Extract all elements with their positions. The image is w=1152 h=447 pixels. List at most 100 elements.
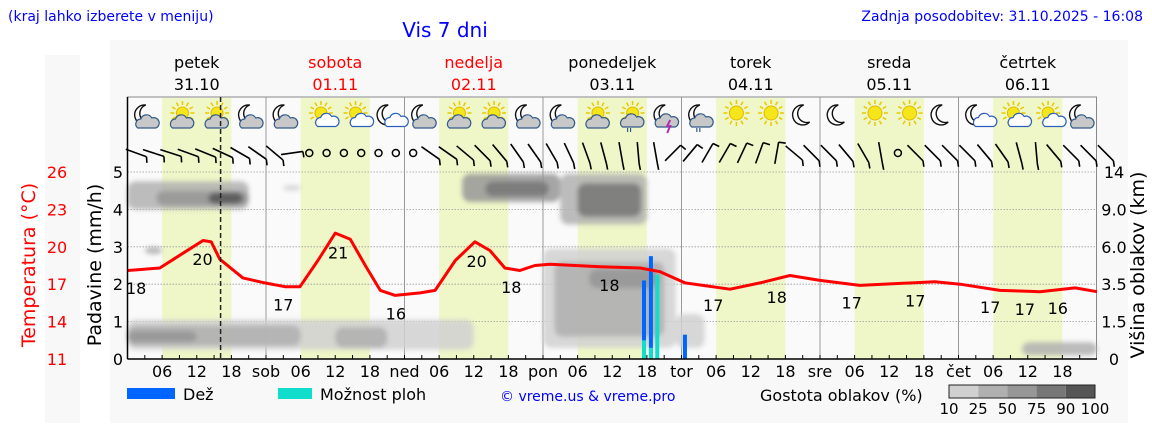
wind-barb (958, 161, 959, 167)
hour-tick: 12 (325, 362, 345, 381)
precipitation-tick: 0 (113, 350, 123, 369)
hour-tick: 06 (152, 362, 172, 381)
day-date: 03.11 (589, 75, 635, 94)
day-name: torek (730, 53, 772, 72)
hour-tick: 18 (637, 362, 657, 381)
cloud-height-tick: 1.5 (1101, 313, 1126, 332)
wind-barb (303, 151, 304, 157)
temperature-tick: 23 (47, 200, 67, 219)
sun-icon (764, 106, 778, 120)
temperature-tick: 14 (47, 313, 67, 332)
wind-barb (233, 158, 234, 164)
chart-title: Vis 7 dni (402, 18, 488, 42)
temperature-label: 20 (466, 252, 486, 271)
cloud-layer (208, 193, 243, 204)
day-abbr-tick: sob (252, 362, 280, 381)
hour-tick: 18 (498, 362, 518, 381)
wind-barb (975, 161, 976, 167)
wind-barb (557, 163, 558, 169)
wind-barb (853, 161, 854, 167)
wind-barb (923, 161, 924, 167)
wind-barb (283, 160, 284, 166)
hour-tick: 06 (290, 362, 310, 381)
wind-barb (457, 159, 458, 165)
wind-barb (802, 160, 803, 166)
hour-tick: 18 (1052, 362, 1072, 381)
temperature-label: 18 (501, 278, 521, 297)
temperature-label: 16 (1048, 299, 1068, 318)
day-name: nedelja (444, 53, 503, 72)
hour-tick: 06 (983, 362, 1003, 381)
wind-barb (474, 160, 475, 166)
day-date: 06.11 (1005, 75, 1051, 94)
temperature-label: 17 (905, 292, 925, 311)
day-abbr-tick: ned (389, 362, 419, 381)
wind-barb (779, 142, 786, 143)
precipitation-tick: 1 (113, 313, 123, 332)
hour-tick: 18 (775, 362, 795, 381)
hour-tick: 18 (360, 362, 380, 381)
day-date: 05.11 (866, 75, 912, 94)
cloud-layer (1022, 342, 1097, 355)
temperature-tick: 11 (47, 350, 67, 369)
sun-icon (729, 106, 743, 120)
daylight-band (716, 98, 785, 359)
day-date: 31.10 (174, 75, 220, 94)
day-abbr-tick: tor (670, 362, 693, 381)
wind-barb (1096, 161, 1097, 167)
day-name: sobota (308, 53, 362, 72)
density-step-label: 100 (1081, 400, 1110, 418)
hour-tick: 12 (464, 362, 484, 381)
temperature-tick: 26 (47, 163, 67, 182)
cloud-height-tick: 0 (1109, 350, 1119, 369)
density-step-label: 50 (998, 400, 1017, 418)
credit-link[interactable]: © vreme.us & vreme.pro (500, 389, 675, 405)
wind-barb (1061, 161, 1062, 167)
wind-barb (574, 163, 575, 169)
wind-barb (439, 159, 440, 165)
hour-tick: 12 (741, 362, 761, 381)
cloud-height-tick: 3.5 (1101, 275, 1126, 294)
day-abbr-tick: sre (808, 362, 832, 381)
wind-barb (250, 159, 251, 165)
legend-cloud-density-label: Gostota oblakov (%) (760, 386, 923, 405)
cloud-layer (283, 185, 300, 191)
hour-tick: 12 (879, 362, 899, 381)
day-name: sreda (867, 53, 911, 72)
temperature-tick: 20 (47, 238, 67, 257)
temperature-label: 18 (599, 276, 619, 295)
wind-barb (507, 161, 508, 167)
wind-barb (819, 161, 820, 167)
temperature-label: 17 (703, 296, 723, 315)
density-swatch (978, 385, 1007, 398)
cloud-layer (676, 314, 705, 348)
day-date: 04.11 (728, 75, 774, 94)
cloud-height-tick: 14 (1104, 163, 1124, 182)
showers-bar (649, 348, 653, 359)
temperature-label: 16 (386, 304, 406, 323)
day-abbr-tick: pon (528, 362, 558, 381)
cloud-layer (578, 183, 641, 217)
sun-icon (903, 106, 917, 120)
hour-tick: 12 (1018, 362, 1038, 381)
hour-tick: 12 (602, 362, 622, 381)
hour-tick: 06 (429, 362, 449, 381)
density-step-label: 25 (969, 400, 988, 418)
day-name: petek (174, 53, 220, 72)
wind-barb (1008, 162, 1009, 168)
showers-bar (655, 275, 659, 359)
daylight-band (993, 98, 1062, 359)
wind-barb (523, 162, 524, 168)
density-step-label: 90 (1056, 400, 1075, 418)
wind-barb (1022, 164, 1023, 170)
day-date: 02.11 (451, 75, 497, 94)
cloud-layer (145, 247, 162, 254)
cloud-layer (128, 331, 197, 342)
density-swatch (1037, 385, 1066, 398)
hour-tick: 06 (844, 362, 864, 381)
wind-barb (992, 161, 993, 167)
hour-tick: 12 (187, 362, 207, 381)
region-hint-link[interactable]: (kraj lahko izberete v meniju) (8, 9, 214, 25)
temperature-label: 18 (767, 288, 787, 307)
cloud-layer (335, 327, 387, 348)
